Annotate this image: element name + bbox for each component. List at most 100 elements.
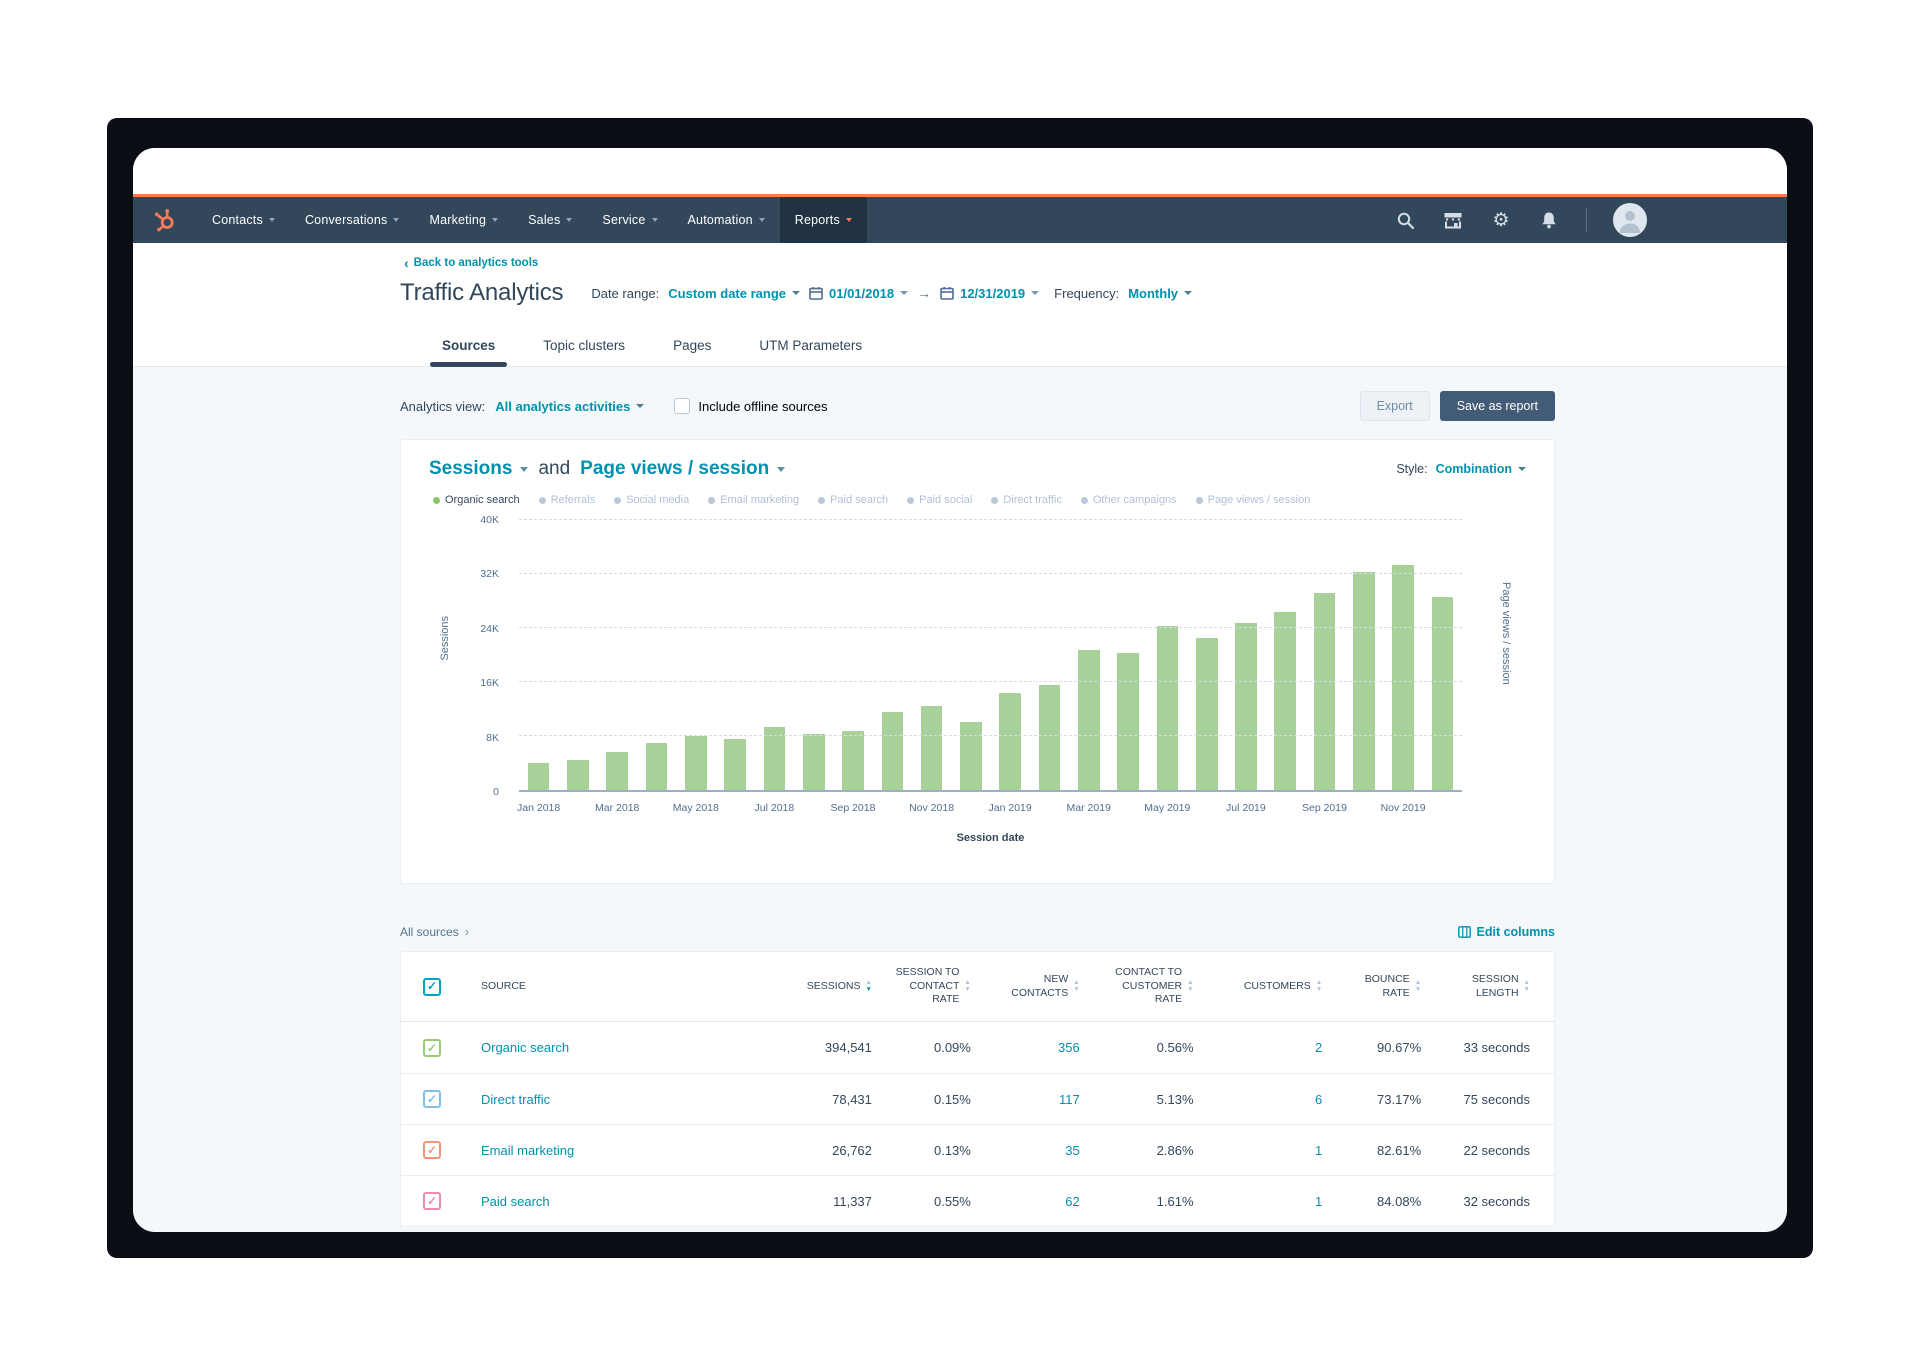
source-link-organic-search[interactable]: Organic search (481, 1040, 570, 1055)
person-icon (1620, 211, 1640, 233)
bar-jan-2018[interactable] (527, 763, 550, 790)
cell-new-contacts[interactable]: 356 (1058, 1040, 1080, 1055)
offline-sources-checkbox[interactable] (674, 398, 691, 414)
source-link-paid-search[interactable]: Paid search (481, 1193, 550, 1209)
bar-jan-2019[interactable] (999, 693, 1022, 790)
bar-jun-2019[interactable] (1195, 638, 1218, 790)
metric1-select[interactable]: Sessions (429, 458, 529, 480)
marketplace-icon[interactable] (1442, 209, 1464, 231)
bar-jul-2019[interactable] (1235, 622, 1257, 790)
legend-item-paid-search[interactable]: Paid search (818, 494, 888, 506)
legend-item-page-views-session[interactable]: Page views / session (1195, 494, 1310, 506)
save-as-report-button[interactable]: Save as report (1439, 391, 1555, 421)
sort-arrows-icon[interactable]: ▲ ▼ (1523, 979, 1530, 993)
bar-apr-2018[interactable] (645, 743, 668, 790)
cell-new-contacts[interactable]: 62 (1065, 1193, 1080, 1209)
export-button[interactable]: Export (1359, 391, 1430, 421)
legend-item-paid-social[interactable]: Paid social (907, 494, 972, 506)
avatar[interactable] (1613, 203, 1647, 237)
cell-customers[interactable]: 6 (1314, 1091, 1323, 1107)
sort-arrows-icon[interactable]: ▲ ▼ (1187, 978, 1194, 993)
bar-sep-2018[interactable] (842, 731, 864, 790)
cell-customers[interactable]: 1 (1314, 1193, 1323, 1209)
bar-dec-2018[interactable] (960, 721, 982, 790)
nav-item-service[interactable]: Service (587, 197, 672, 243)
end-date-picker[interactable]: 12/31/2019 (940, 286, 1040, 301)
offline-sources-toggle[interactable]: Include offline sources (674, 398, 828, 414)
legend-item-social-media[interactable]: Social media (614, 494, 689, 506)
nav-item-contacts[interactable]: Contacts (197, 197, 290, 243)
bar-oct-2018[interactable] (881, 711, 904, 790)
hubspot-logo[interactable] (133, 197, 197, 243)
column-header-customers[interactable]: CUSTOMERS ▲ ▼ (1194, 978, 1323, 994)
tab-sources[interactable]: Sources (430, 338, 508, 367)
bar-apr-2019[interactable] (1117, 652, 1139, 790)
bar-jun-2018[interactable] (724, 738, 746, 790)
bar-sep-2019[interactable] (1313, 592, 1336, 790)
cell-customers[interactable]: 2 (1314, 1040, 1323, 1055)
sort-arrows-icon[interactable]: ▲ ▼ (964, 978, 971, 993)
start-date-picker[interactable]: 01/01/2018 (809, 286, 909, 301)
column-header-bounce-rate[interactable]: BOUNCE RATE ▲ ▼ (1322, 973, 1421, 1000)
column-header-sessions[interactable]: SESSIONS ▲ ▼ (728, 978, 872, 994)
row-checkbox[interactable]: ✓ (423, 1090, 441, 1108)
source-link-direct-traffic[interactable]: Direct traffic (481, 1091, 551, 1107)
column-header-new-contacts[interactable]: NEW CONTACTS ▲ ▼ (971, 973, 1080, 1000)
nav-item-reports[interactable]: Reports (779, 197, 867, 243)
tab-topic-clusters[interactable]: Topic clusters (543, 338, 626, 353)
edit-columns-button[interactable]: Edit columns (1457, 925, 1555, 939)
bar-slot (637, 520, 676, 790)
bar-may-2019[interactable] (1156, 625, 1179, 790)
nav-item-sales[interactable]: Sales (513, 197, 587, 243)
bar-dec-2019[interactable] (1431, 596, 1454, 790)
bar-may-2018[interactable] (685, 736, 707, 790)
bar-slot (912, 520, 951, 790)
tab-pages[interactable]: Pages (673, 338, 712, 353)
legend-dot-icon (538, 496, 546, 504)
date-range-select[interactable]: Custom date range (668, 286, 801, 301)
back-link[interactable]: ‹ Back to analytics tools (404, 256, 538, 270)
bar-nov-2019[interactable] (1392, 565, 1414, 790)
cell-customers[interactable]: 1 (1314, 1142, 1323, 1158)
cell-new-contacts[interactable]: 35 (1065, 1142, 1080, 1158)
bar-feb-2018[interactable] (567, 760, 589, 790)
notifications-icon[interactable] (1538, 209, 1560, 231)
row-checkbox[interactable]: ✓ (423, 1192, 441, 1210)
nav-item-automation[interactable]: Automation (673, 197, 780, 243)
cell-new-contacts[interactable]: 117 (1058, 1091, 1080, 1107)
sort-arrows-icon[interactable]: ▲ ▼ (1073, 979, 1080, 993)
column-header-contact-to-customer-rate[interactable]: CONTACT TO CUSTOMER RATE ▲ ▼ (1080, 966, 1194, 1007)
style-select[interactable]: Combination (1436, 462, 1526, 476)
settings-icon[interactable]: ⚙ (1490, 209, 1512, 231)
column-header-session-length[interactable]: SESSION LENGTH ▲ ▼ (1421, 973, 1530, 1000)
bar-mar-2018[interactable] (606, 751, 629, 790)
nav-item-marketing[interactable]: Marketing (414, 197, 513, 243)
legend-item-email-marketing[interactable]: Email marketing (708, 494, 799, 506)
sort-arrows-icon[interactable]: ▲ ▼ (1315, 978, 1323, 993)
all-sources-breadcrumb[interactable]: All sources › (400, 924, 469, 939)
bar-aug-2018[interactable] (802, 733, 825, 790)
legend-item-organic-search[interactable]: Organic search (433, 494, 520, 506)
bar-feb-2019[interactable] (1038, 685, 1061, 790)
offline-sources-label: Include offline sources (698, 398, 828, 414)
legend-item-direct-traffic[interactable]: Direct traffic (991, 494, 1062, 506)
bar-mar-2019[interactable] (1078, 650, 1100, 790)
tab-utm-parameters[interactable]: UTM Parameters (759, 338, 863, 353)
row-checkbox[interactable]: ✓ (423, 1038, 441, 1057)
bar-nov-2018[interactable] (920, 706, 943, 790)
legend-item-referrals[interactable]: Referrals (538, 494, 595, 506)
source-link-email-marketing[interactable]: Email marketing (481, 1142, 575, 1158)
bar-aug-2019[interactable] (1274, 611, 1297, 790)
bar-jul-2018[interactable] (763, 726, 786, 790)
sort-arrows-icon[interactable]: ▲ ▼ (865, 978, 872, 993)
analytics-view-select[interactable]: All analytics activities (495, 399, 645, 414)
legend-item-other-campaigns[interactable]: Other campaigns (1080, 494, 1177, 506)
column-header-session-to-contact-rate[interactable]: SESSION TO CONTACT RATE ▲ ▼ (872, 966, 971, 1007)
metric2-select[interactable]: Page views / session (580, 458, 786, 480)
nav-item-conversations[interactable]: Conversations (290, 197, 415, 243)
row-checkbox[interactable]: ✓ (423, 1141, 441, 1159)
search-icon[interactable] (1394, 209, 1416, 231)
frequency-select[interactable]: Monthly (1128, 286, 1193, 301)
sort-arrows-icon[interactable]: ▲ ▼ (1414, 979, 1422, 993)
select-all-checkbox[interactable]: ✓ (423, 977, 441, 996)
